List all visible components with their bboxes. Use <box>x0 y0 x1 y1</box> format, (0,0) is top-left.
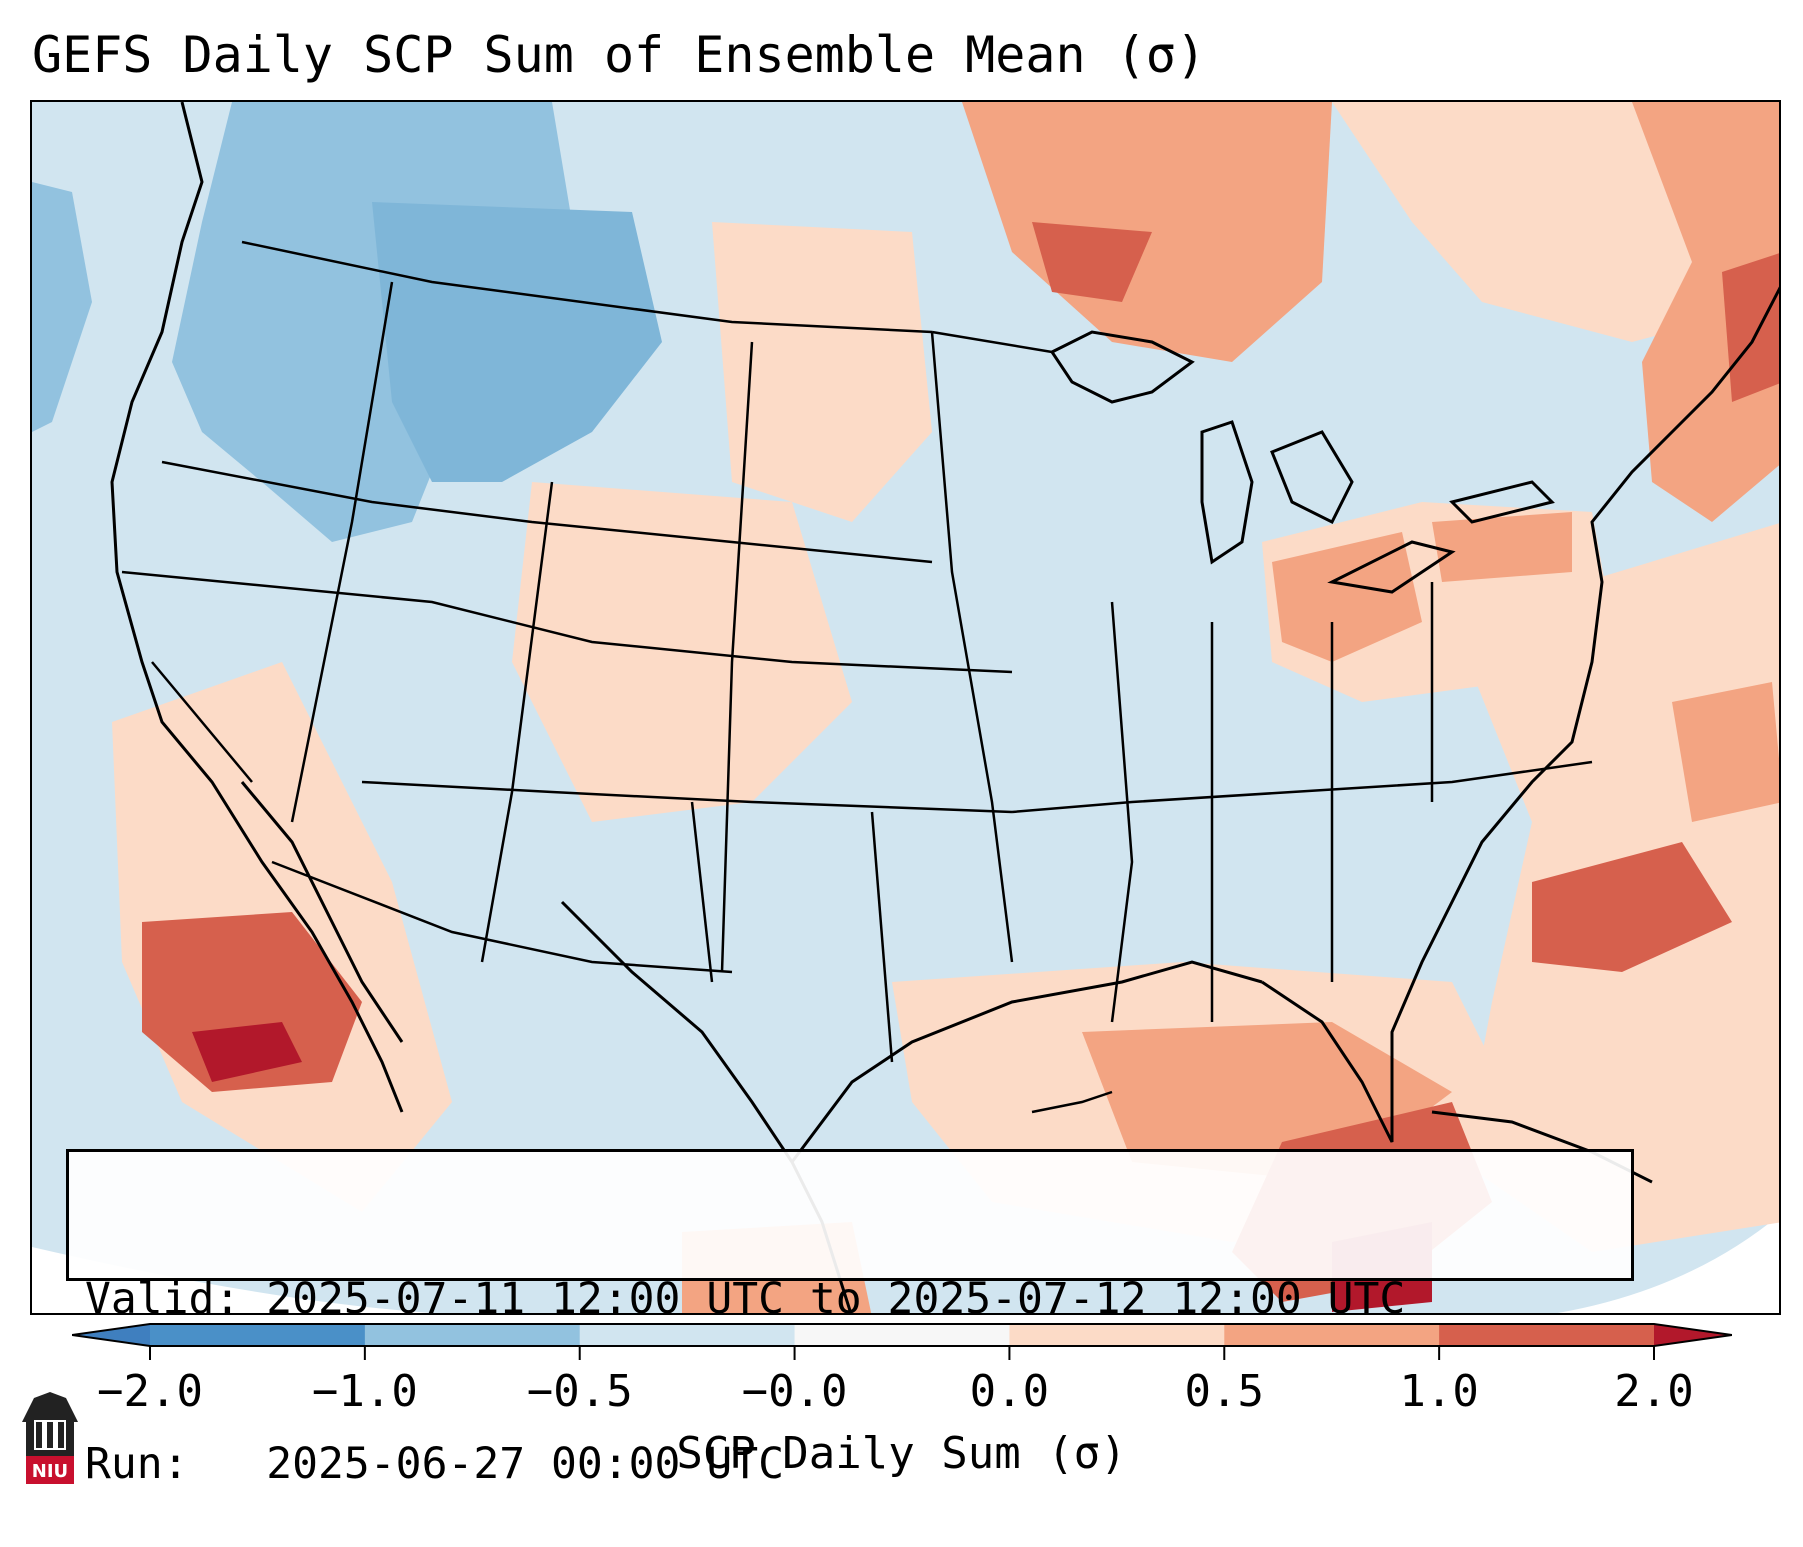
colorbar-tick-label-5: 0.5 <box>1184 1366 1265 1417</box>
colorbar-tick-label-4: 0.0 <box>969 1366 1050 1417</box>
chart-title: GEFS Daily SCP Sum of Ensemble Mean (σ) <box>32 26 1206 84</box>
border-line-2 <box>161 460 933 564</box>
colorbar-tick-label-0: −2.0 <box>97 1366 203 1417</box>
region-gulf-california-core <box>192 1022 302 1082</box>
border-line-5 <box>1011 760 1593 814</box>
colorbar-bin-8 <box>1654 1324 1732 1346</box>
region-maine-core <box>1722 253 1779 402</box>
colorbar <box>72 1323 1732 1360</box>
valid-row: Valid: 2025-07-11 12:00 UTC to 2025-07-1… <box>85 1272 1615 1327</box>
ut-co-border <box>480 481 554 963</box>
border-line-3 <box>121 570 1013 674</box>
region-atlantic-east <box>1672 682 1779 822</box>
domain-edge-se <box>1557 1215 1779 1313</box>
region-atlantic-core <box>1532 842 1732 972</box>
canada-border-mid <box>931 330 1053 354</box>
colorbar-tick-label-3: −0.0 <box>741 1366 848 1417</box>
colorbar-bin-6 <box>1224 1324 1440 1346</box>
baja-peninsula <box>240 781 404 1043</box>
region-idaho-montana <box>372 202 662 482</box>
lake-erie <box>1327 540 1456 594</box>
us-east-coast <box>1261 286 1779 1143</box>
run-value: 2025-06-27 00:00 UTC <box>266 1439 784 1489</box>
colorbar-tick-label-1: −1.0 <box>311 1366 418 1417</box>
colorbar-bin-1 <box>150 1324 366 1346</box>
logo-text: NIU <box>32 1461 68 1482</box>
validity-info-box: Valid: 2025-07-11 12:00 UTC to 2025-07-1… <box>66 1149 1634 1489</box>
run-row: Run: 2025-06-27 00:00 UTC <box>85 1437 1615 1492</box>
niu-logo: NIU <box>22 1392 78 1484</box>
nv-ut-border <box>290 281 394 823</box>
co-ks-border <box>720 341 754 973</box>
valid-label: Valid: <box>85 1274 241 1324</box>
map-canvas <box>32 102 1779 1313</box>
nm-tx-border <box>690 801 714 983</box>
gulf-coast <box>790 960 1263 1163</box>
tx-ok-border <box>870 811 894 1063</box>
colorbar-tick-label-2: −0.5 <box>526 1366 633 1417</box>
region-new-england <box>1632 102 1779 522</box>
us-mexico-border <box>271 860 733 974</box>
lake-michigan <box>1200 420 1254 565</box>
region-gulf-of-california <box>142 912 362 1092</box>
colorbar-tick-label-6: 1.0 <box>1399 1366 1479 1417</box>
logo-badge <box>26 1456 74 1484</box>
canada-border-west <box>241 240 933 334</box>
run-label: Run: <box>85 1439 189 1489</box>
mississippi-border <box>1110 601 1134 1023</box>
colorbar-bin-3 <box>579 1324 796 1346</box>
region-pacific-offshore <box>32 182 92 432</box>
lake-ontario <box>1449 480 1555 524</box>
mo-river-border <box>930 331 1014 963</box>
colorbar-tick-label-7: 2.0 <box>1614 1366 1694 1417</box>
region-ohio-core <box>1272 532 1422 662</box>
domain-edge-sw <box>32 1247 432 1313</box>
map-frame <box>30 100 1781 1315</box>
region-dakotas <box>712 222 932 522</box>
colorbar-bin-7 <box>1439 1324 1655 1346</box>
colorbar-bin-5 <box>1009 1324 1225 1346</box>
us-west-coast <box>110 102 404 1113</box>
ca-nv-border <box>151 661 253 783</box>
region-pennsylvania <box>1432 512 1572 582</box>
lake-huron <box>1270 430 1354 525</box>
louisiana-coast <box>1031 1090 1113 1114</box>
border-line-4 <box>361 780 1013 814</box>
colorbar-bin-2 <box>364 1324 581 1346</box>
colorbar-label: SCP Daily Sum (σ) <box>676 1428 1127 1479</box>
region-prairies-core <box>1032 222 1152 302</box>
lake-superior <box>1049 330 1195 404</box>
colorbar-bin-4 <box>794 1324 1010 1346</box>
colorbar-bin-0 <box>72 1324 150 1346</box>
state-borders <box>121 240 1593 1114</box>
valid-value: 2025-07-11 12:00 UTC to 2025-07-12 12:00… <box>266 1274 1406 1324</box>
